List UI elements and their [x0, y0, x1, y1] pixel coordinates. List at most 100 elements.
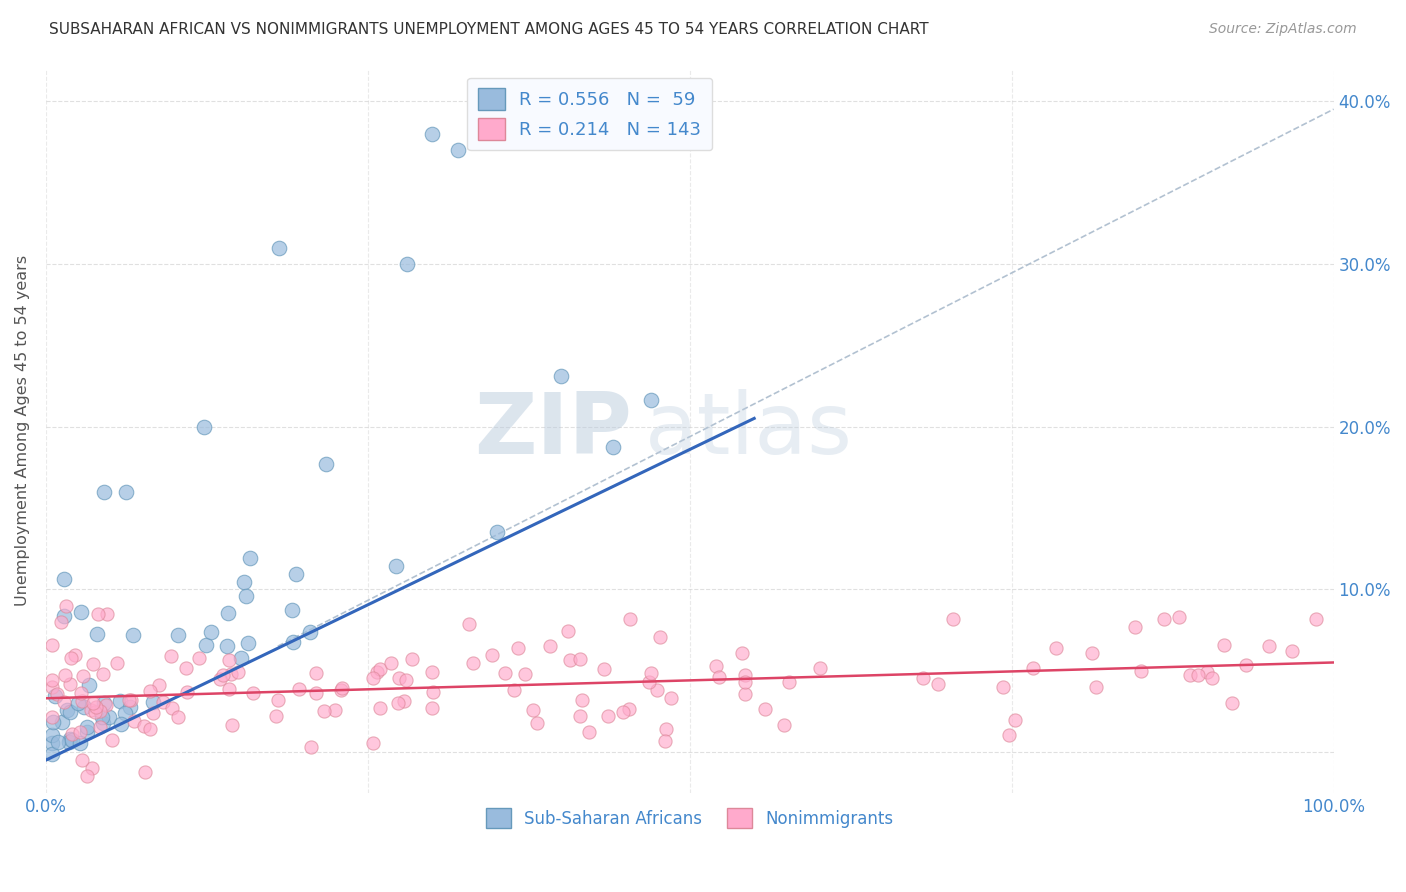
Point [152, 695, 174, 709]
Point [51, 715, 73, 730]
Point [640, 665, 662, 680]
Point [395, 673, 418, 688]
Point [53, 572, 76, 586]
Point [134, 718, 156, 732]
Point [108, 694, 131, 708]
Point [773, 717, 796, 731]
Point [654, 734, 676, 748]
Point [481, 648, 503, 662]
Point [79, 703, 101, 717]
Point [1178, 667, 1201, 681]
Point [366, 665, 388, 679]
Point [654, 722, 676, 736]
Point [93, 696, 115, 710]
Point [84, 699, 107, 714]
Point [89, 720, 111, 734]
Point [91, 715, 114, 730]
Point [89, 704, 111, 718]
Point [59, 731, 82, 746]
Point [82, 761, 104, 775]
Point [1153, 612, 1175, 626]
Point [387, 696, 409, 710]
Point [176, 661, 198, 675]
Point [229, 651, 252, 665]
Text: SUBSAHARAN AFRICAN VS NONIMMIGRANTS UNEMPLOYMENT AMONG AGES 45 TO 54 YEARS CORRE: SUBSAHARAN AFRICAN VS NONIMMIGRANTS UNEM… [49, 22, 929, 37]
Point [82, 657, 104, 672]
Point [287, 681, 309, 696]
Point [83, 706, 105, 720]
Point [602, 441, 624, 455]
Point [41, 680, 63, 694]
Point [395, 257, 418, 271]
Point [778, 675, 800, 690]
Point [41, 736, 63, 750]
Point [82, 696, 104, 710]
Point [808, 661, 831, 675]
Point [1234, 657, 1257, 672]
Point [420, 127, 443, 141]
Point [1201, 671, 1223, 685]
Point [114, 706, 136, 720]
Text: Source: ZipAtlas.com: Source: ZipAtlas.com [1209, 22, 1357, 37]
Point [596, 708, 619, 723]
Point [363, 671, 385, 685]
Point [704, 659, 727, 673]
Point [60, 727, 83, 741]
Point [314, 704, 336, 718]
Point [51, 615, 73, 629]
Point [447, 143, 470, 157]
Point [645, 683, 668, 698]
Point [281, 634, 304, 648]
Point [420, 701, 443, 715]
Point [323, 703, 346, 717]
Point [139, 722, 162, 736]
Point [315, 457, 337, 471]
Point [503, 682, 526, 697]
Point [176, 684, 198, 698]
Point [538, 639, 561, 653]
Point [458, 616, 481, 631]
Point [494, 666, 516, 681]
Point [72, 668, 94, 682]
Point [122, 714, 145, 728]
Point [401, 651, 423, 665]
Point [105, 656, 128, 670]
Point [235, 589, 257, 603]
Point [284, 567, 307, 582]
Point [93, 484, 115, 499]
Point [52, 609, 75, 624]
Point [94, 698, 117, 712]
Point [571, 693, 593, 707]
Point [264, 708, 287, 723]
Point [550, 369, 572, 384]
Point [463, 656, 485, 670]
Point [1305, 612, 1327, 626]
Point [195, 638, 218, 652]
Legend: Sub-Saharan Africans, Nonimmigrants: Sub-Saharan Africans, Nonimmigrants [479, 801, 900, 835]
Point [236, 635, 259, 649]
Point [58, 735, 80, 749]
Point [266, 693, 288, 707]
Point [998, 728, 1021, 742]
Point [731, 646, 754, 660]
Point [1258, 640, 1281, 654]
Point [330, 681, 353, 695]
Point [70, 686, 93, 700]
Point [41, 728, 63, 742]
Point [515, 667, 537, 681]
Point [139, 683, 162, 698]
Point [215, 640, 238, 654]
Point [63, 648, 86, 662]
Point [148, 678, 170, 692]
Point [41, 709, 63, 723]
Point [233, 574, 256, 589]
Point [90, 710, 112, 724]
Point [160, 700, 183, 714]
Point [927, 677, 949, 691]
Point [60, 733, 83, 747]
Point [110, 717, 132, 731]
Point [299, 625, 322, 640]
Point [212, 668, 235, 682]
Point [305, 685, 328, 699]
Point [617, 701, 640, 715]
